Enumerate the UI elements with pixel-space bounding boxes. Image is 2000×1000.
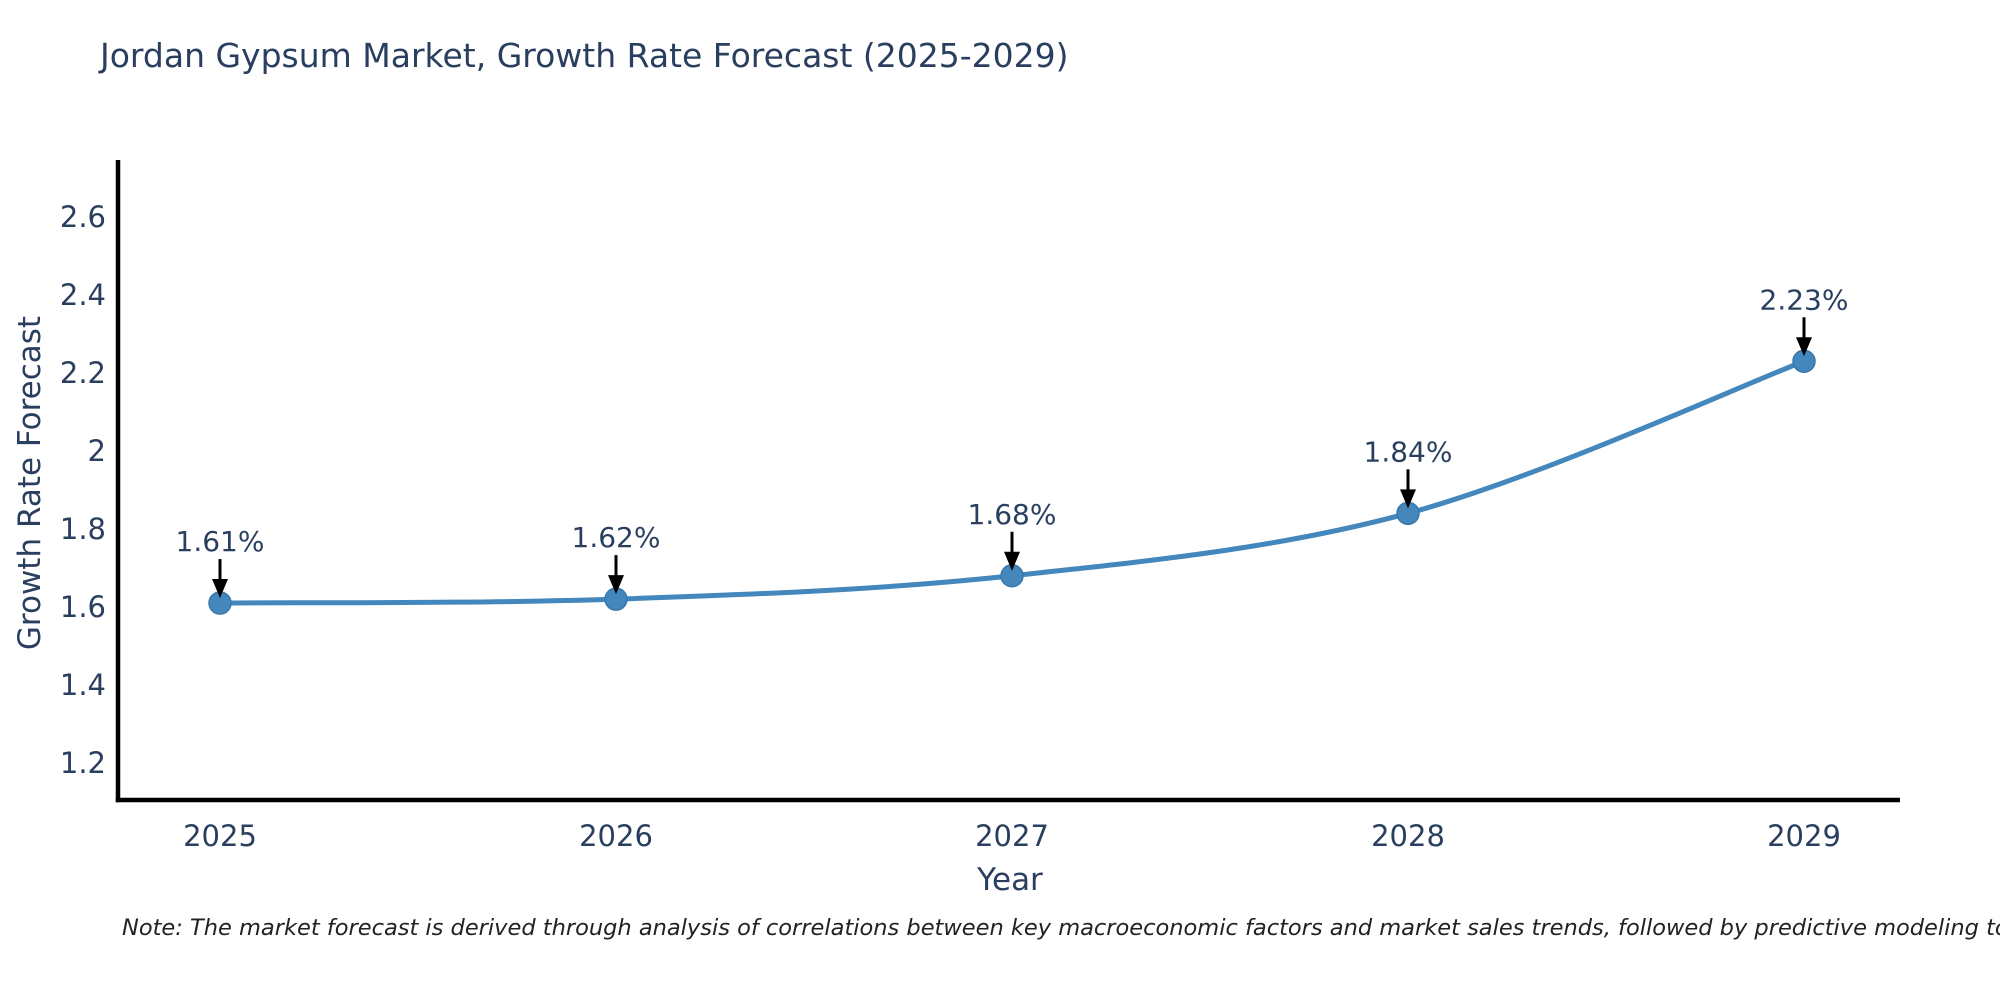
- y-tick-label: 1.6: [60, 590, 106, 624]
- y-tick-label: 2.6: [60, 200, 106, 234]
- annotation-arrowhead-icon: [1004, 551, 1020, 571]
- footnote: Note: The market forecast is derived thr…: [122, 915, 2000, 941]
- x-tick-label: 2025: [183, 819, 257, 853]
- annotation-label: 1.84%: [1364, 435, 1453, 468]
- annotation-label: 1.68%: [968, 498, 1057, 531]
- annotation-label: 2.23%: [1760, 283, 1849, 316]
- x-tick-label: 2027: [975, 819, 1049, 853]
- chart-title: Jordan Gypsum Market, Growth Rate Foreca…: [100, 36, 1069, 75]
- x-tick-label: 2026: [579, 819, 653, 853]
- y-tick-label: 1.8: [60, 512, 106, 546]
- annotation-label: 1.62%: [572, 521, 661, 554]
- x-tick-label: 2029: [1767, 819, 1841, 853]
- y-tick-label: 1.4: [60, 668, 106, 702]
- annotation-arrowhead-icon: [1796, 337, 1812, 357]
- y-tick-label: 2: [88, 434, 106, 468]
- y-tick-label: 2.2: [60, 356, 106, 390]
- annotation-arrowhead-icon: [608, 575, 624, 595]
- annotation-label: 1.61%: [176, 525, 265, 558]
- x-tick-label: 2028: [1371, 819, 1445, 853]
- annotation-arrowhead-icon: [1400, 489, 1416, 509]
- annotation-arrowhead-icon: [212, 579, 228, 599]
- y-tick-label: 1.2: [60, 746, 106, 780]
- x-axis-title: Year: [977, 862, 1043, 898]
- y-tick-label: 2.4: [60, 278, 106, 312]
- y-axis-title: Growth Rate Forecast: [12, 315, 48, 651]
